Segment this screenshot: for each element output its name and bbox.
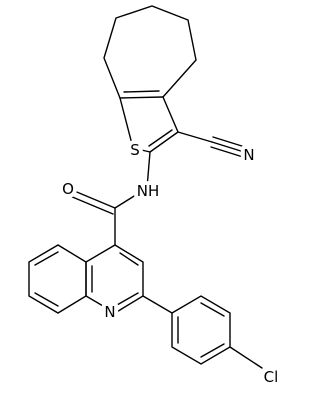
bond	[114, 187, 148, 209]
atom-label: S	[130, 141, 140, 159]
double-bond	[34, 251, 59, 266]
benzo-ring	[28, 244, 87, 314]
atom-label: N	[104, 303, 115, 321]
bond	[132, 147, 151, 153]
double-bond	[71, 189, 116, 209]
double-bond	[116, 292, 139, 306]
atom-label: O	[62, 180, 74, 198]
double-bond	[69, 195, 114, 215]
atom-label: NH	[137, 182, 160, 200]
bond	[119, 96, 164, 99]
bond	[142, 295, 173, 314]
triple-bond	[212, 136, 246, 148]
phenyl-ring	[171, 295, 231, 365]
triple-bond	[211, 141, 245, 153]
atom-label: N	[243, 146, 254, 164]
molecule-diagram: S N NH O N Cl	[28, 5, 282, 390]
double-bond	[34, 292, 59, 307]
triple-bond	[210, 146, 244, 158]
double-bond	[200, 302, 225, 317]
atom-labels: S N NH O N Cl	[58, 137, 282, 390]
atom-label: Cl	[264, 368, 279, 386]
bond	[229, 346, 263, 369]
bond	[146, 151, 151, 189]
double-bond	[148, 129, 173, 147]
bonds	[28, 5, 263, 369]
cycloheptane-ring	[103, 5, 197, 99]
bond	[149, 131, 179, 153]
bond	[119, 97, 134, 149]
double-bond	[123, 90, 160, 93]
double-bond	[119, 252, 139, 266]
bond	[177, 131, 213, 143]
double-bond	[200, 343, 225, 358]
bond	[162, 96, 179, 133]
